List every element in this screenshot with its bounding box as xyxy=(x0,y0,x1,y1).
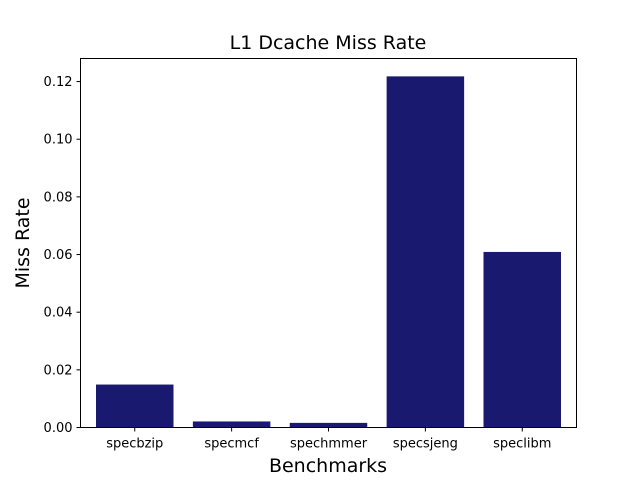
y-tick-label: 0.02 xyxy=(44,363,73,378)
y-axis-ticks: 0.00 0.02 0.04 0.06 0.08 0.10 0.12 xyxy=(44,75,81,436)
y-tick-label: 0.04 xyxy=(44,306,73,321)
bar-specsjeng xyxy=(386,76,465,428)
y-tick-label: 0.08 xyxy=(44,190,73,205)
y-tick-label: 0.00 xyxy=(44,421,73,436)
bar-specbzip xyxy=(96,384,174,428)
y-tick-label: 0.10 xyxy=(44,133,73,148)
x-tick-label: specbzip xyxy=(106,437,163,452)
x-tick-label: spechmmer xyxy=(290,437,368,452)
bars-group xyxy=(96,76,561,428)
y-axis-label: Miss Rate xyxy=(12,197,34,288)
chart-title: L1 Dcache Miss Rate xyxy=(230,32,427,54)
x-axis-label: Benchmarks xyxy=(269,455,387,477)
bar-spechmmer xyxy=(289,422,368,428)
x-tick-label: speclibm xyxy=(493,437,551,452)
y-tick-label: 0.06 xyxy=(44,248,73,263)
x-tick-label: specsjeng xyxy=(393,437,458,452)
plot-frame xyxy=(80,58,577,428)
bar-speclibm xyxy=(483,251,561,428)
x-axis-ticks: specbzip specmcf spechmmer specsjeng speclib… xyxy=(106,427,551,452)
bar-specmcf xyxy=(192,421,271,428)
y-tick-label: 0.12 xyxy=(44,75,73,90)
x-tick-label: specmcf xyxy=(204,437,259,452)
